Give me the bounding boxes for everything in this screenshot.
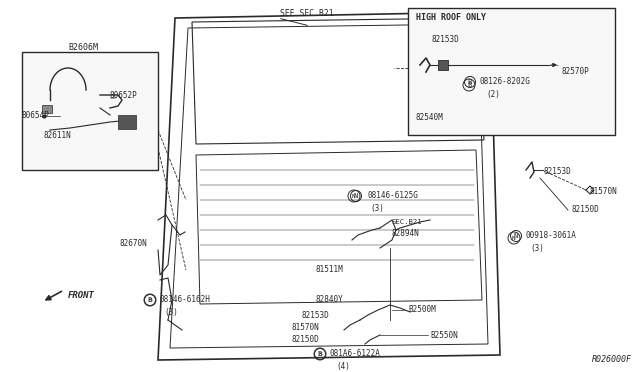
Text: N: N — [352, 193, 356, 199]
Text: (3): (3) — [370, 203, 384, 212]
Text: 08146-6162H: 08146-6162H — [160, 295, 211, 305]
Text: SEE SEC.B21: SEE SEC.B21 — [280, 10, 333, 19]
Text: 82894N: 82894N — [392, 230, 420, 238]
Text: (2): (2) — [486, 90, 500, 99]
Text: 82570P: 82570P — [562, 67, 589, 77]
Text: 82153D: 82153D — [302, 311, 330, 321]
Text: 08146-6125G: 08146-6125G — [368, 192, 419, 201]
Text: B: B — [318, 351, 322, 357]
Text: 82670N: 82670N — [120, 240, 148, 248]
Text: HIGH ROOF ONLY: HIGH ROOF ONLY — [416, 13, 486, 22]
Text: 81570N: 81570N — [590, 187, 618, 196]
Text: FRONT: FRONT — [68, 292, 95, 301]
Text: N: N — [514, 233, 518, 239]
Text: 82150D: 82150D — [572, 205, 600, 215]
Text: B: B — [468, 79, 472, 85]
Text: R026000F: R026000F — [592, 355, 632, 364]
Text: (3): (3) — [164, 308, 178, 317]
Text: 82611N: 82611N — [44, 131, 72, 140]
Text: 82153D: 82153D — [432, 35, 460, 45]
Text: (4): (4) — [336, 362, 350, 371]
Bar — [118, 115, 136, 129]
Text: B: B — [148, 297, 152, 303]
Text: 081A6-6122A: 081A6-6122A — [330, 350, 381, 359]
Text: 81511M: 81511M — [316, 266, 344, 275]
Text: (3): (3) — [530, 244, 544, 253]
Text: 82840Y: 82840Y — [316, 295, 344, 305]
Text: B: B — [148, 298, 152, 302]
Text: 82540M: 82540M — [416, 113, 444, 122]
Bar — [42, 105, 52, 113]
Text: N: N — [354, 193, 358, 199]
Text: 08126-8202G: 08126-8202G — [480, 77, 531, 87]
Text: 80652P: 80652P — [110, 90, 138, 99]
FancyBboxPatch shape — [22, 52, 158, 170]
FancyBboxPatch shape — [408, 8, 615, 135]
Text: B: B — [467, 82, 471, 88]
Text: 81570N: 81570N — [292, 324, 320, 333]
Text: 82153D: 82153D — [544, 167, 572, 176]
Text: B2606M: B2606M — [68, 44, 98, 52]
Text: SEC.B21: SEC.B21 — [392, 219, 422, 225]
Text: B2550N: B2550N — [430, 331, 458, 340]
Text: 00918-3061A: 00918-3061A — [526, 231, 577, 241]
Text: B2500M: B2500M — [408, 305, 436, 314]
Bar — [438, 60, 448, 70]
Text: 82150D: 82150D — [292, 336, 320, 344]
Text: B: B — [318, 352, 322, 356]
Text: 80654P: 80654P — [22, 112, 50, 121]
Text: N: N — [512, 235, 516, 241]
